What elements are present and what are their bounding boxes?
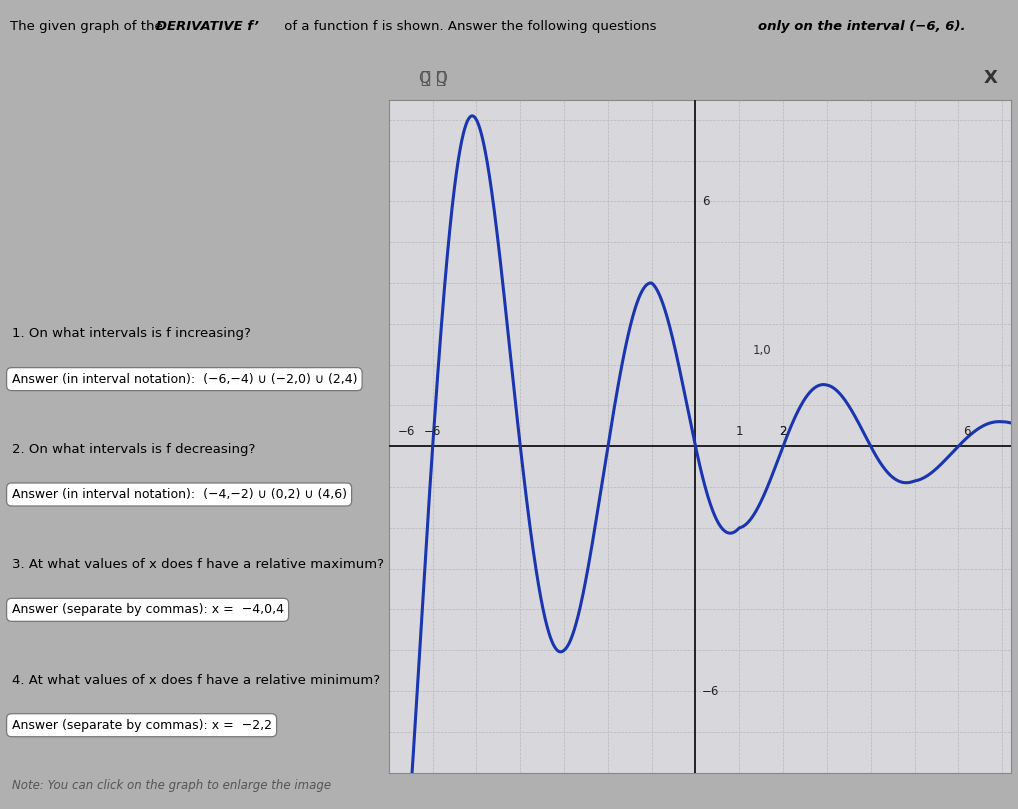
Text: 6: 6 [963, 425, 970, 438]
Text: 4. At what values of x does f have a relative minimum?: 4. At what values of x does f have a rel… [11, 674, 380, 687]
Text: Answer (separate by commas): x =  −2,2: Answer (separate by commas): x = −2,2 [11, 718, 272, 731]
Text: only on the interval (−6, 6).: only on the interval (−6, 6). [758, 20, 966, 33]
Text: 1. On what intervals is f increasing?: 1. On what intervals is f increasing? [11, 328, 250, 341]
Text: −6: −6 [702, 684, 720, 697]
Text: ⓖ ⓖ: ⓖ ⓖ [421, 69, 447, 87]
Text: Answer (in interval notation):  (−4,−2) ∪ (0,2) ∪ (4,6): Answer (in interval notation): (−4,−2) ∪… [11, 488, 346, 501]
Text: Answer (in interval notation):  (−6,−4) ∪ (−2,0) ∪ (2,4): Answer (in interval notation): (−6,−4) ∪… [11, 373, 357, 386]
Text: 2: 2 [780, 425, 787, 438]
Text: DERIVATIVE f’: DERIVATIVE f’ [156, 20, 259, 33]
Text: 3. At what values of x does f have a relative maximum?: 3. At what values of x does f have a rel… [11, 558, 384, 571]
Text: Note: You can click on the graph to enlarge the image: Note: You can click on the graph to enla… [11, 779, 331, 792]
Text: 1: 1 [736, 425, 743, 438]
Text: 6: 6 [702, 195, 710, 208]
Text: −6: −6 [398, 425, 415, 438]
Text: 2: 2 [780, 425, 787, 438]
Text: 2. On what intervals is f decreasing?: 2. On what intervals is f decreasing? [11, 443, 254, 455]
Text: 1,0: 1,0 [752, 344, 771, 357]
Text: of a function f is shown. Answer the following questions: of a function f is shown. Answer the fol… [280, 20, 661, 33]
Text: Q Q: Q Q [419, 70, 448, 86]
Text: −6: −6 [423, 425, 442, 438]
Text: The given graph of the: The given graph of the [10, 20, 167, 33]
Text: Answer (separate by commas): x =  −4,0,4: Answer (separate by commas): x = −4,0,4 [11, 604, 284, 616]
Text: X: X [983, 69, 998, 87]
